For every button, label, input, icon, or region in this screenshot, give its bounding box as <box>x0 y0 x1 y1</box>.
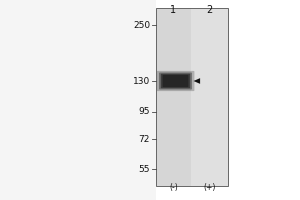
FancyBboxPatch shape <box>159 73 192 90</box>
FancyBboxPatch shape <box>161 74 190 88</box>
Bar <box>0 0 156 200</box>
Bar <box>190 8 228 186</box>
Bar <box>156 8 228 186</box>
Bar <box>156 8 190 186</box>
Polygon shape <box>194 78 200 84</box>
Text: (-): (-) <box>169 183 178 192</box>
Text: 1: 1 <box>170 5 176 15</box>
FancyBboxPatch shape <box>157 71 194 91</box>
Text: 2: 2 <box>206 5 212 15</box>
FancyBboxPatch shape <box>163 75 188 87</box>
Text: 55: 55 <box>139 164 150 173</box>
Text: 95: 95 <box>139 108 150 116</box>
Bar <box>156 8 228 186</box>
Text: 72: 72 <box>139 134 150 144</box>
Text: 250: 250 <box>133 21 150 29</box>
Text: (+): (+) <box>203 183 215 192</box>
Text: 130: 130 <box>133 76 150 86</box>
